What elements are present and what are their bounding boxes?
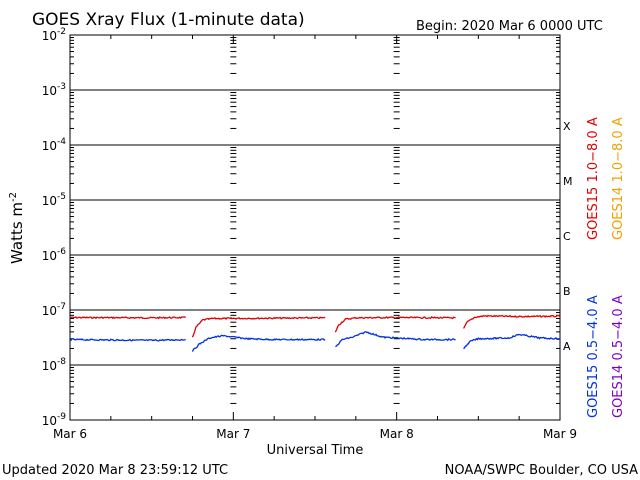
y-tick-label: 10-6 [42,247,67,263]
y-tick: 10-7 [42,302,560,318]
flare-class-a: A [563,340,571,353]
series-line [191,334,326,352]
begin-time: Begin: 2020 Mar 6 0000 UTC [416,19,603,34]
decade-gridlines [70,89,560,366]
y-tick-label: 10-3 [42,82,66,98]
series-goes15-0-5-4-0-a [69,331,561,352]
x-tick: Mar 7 [216,35,250,441]
flare-class-m: M [563,175,573,188]
y-axis-label: Watts m-2 [8,192,26,264]
flux-series [69,314,561,352]
x-tick: Mar 6 [53,35,87,441]
series-line [191,316,326,338]
series-line [334,316,456,333]
data-credit: NOAA/SWPC Boulder, CO USA [445,463,638,478]
series-goes15-1-0-8-0-a [69,314,561,338]
x-tick-label: Mar 7 [216,427,250,441]
series-line [463,333,561,350]
x-tick: Mar 8 [380,35,414,441]
x-axis-label: Universal Time [267,443,364,458]
y-tick-label: 10-7 [42,302,66,318]
series-line [335,331,456,348]
y-tick: 10-2 [42,27,560,43]
day-boundary-ticks [230,37,237,404]
x-axis-ticks: Mar 6 Mar 7 Mar 8 Mar 9 [53,35,577,441]
flare-class-labels: A B C M X [563,120,573,353]
day-boundary-ticks [393,37,400,404]
plot-frame [69,34,561,421]
series-line [69,316,187,320]
y-tick: 10-4 [42,137,560,153]
y-tick: 10-5 [42,192,560,208]
legend: GOES15 1.0−8.0 A GOES14 1.0−8.0 A GOES15 0… [586,117,626,418]
legend-entry: GOES15 0.5−4.0 A [586,295,601,418]
x-tick-label: Mar 8 [380,427,414,441]
chart-title: GOES Xray Flux (1-minute data) [32,10,305,30]
flare-class-x: X [563,120,571,133]
updated-time: Updated 2020 Mar 8 23:59:12 UTC [2,463,228,478]
flare-class-b: B [563,285,571,298]
y-tick: 10-6 [42,247,560,263]
y-tick: 10-3 [42,82,560,98]
x-tick: Mar 9 [543,35,577,441]
y-tick-label: 10-2 [42,27,66,43]
legend-entry: GOES14 1.0−8.0 A [611,117,626,240]
y-tick-label: 10-4 [42,137,67,153]
y-tick-label: 10-8 [42,357,67,373]
x-tick-label: Mar 6 [53,427,87,441]
legend-entry: GOES14 0.5−4.0 A [611,295,626,418]
y-tick: 10-9 [42,412,560,428]
x-tick-label: Mar 9 [543,427,577,441]
y-tick: 10-8 [42,357,560,373]
y-axis-ticks: 10-9 10-8 10-7 10-6 10-5 10-4 10-3 10-2 [42,27,560,428]
y-tick-label: 10-9 [42,412,67,428]
y-tick-label: 10-5 [42,192,66,208]
legend-entry: GOES15 1.0−8.0 A [586,117,601,240]
flare-class-c: C [563,230,571,243]
series-line [69,338,186,342]
series-line [463,314,561,329]
day-minor-ticks [230,37,400,404]
